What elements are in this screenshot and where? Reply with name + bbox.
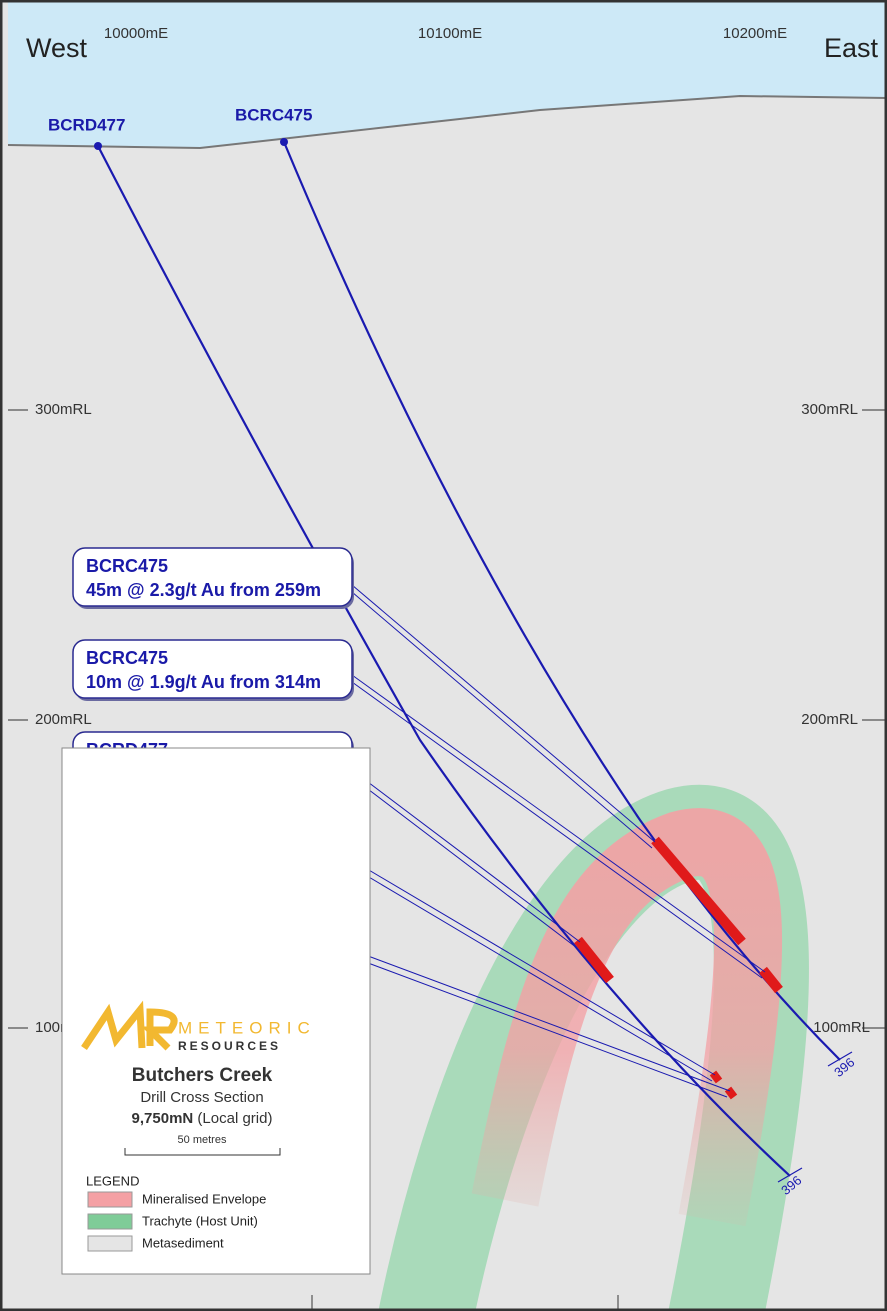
swatch	[88, 1214, 132, 1229]
rl-label: 200mRL	[801, 711, 858, 728]
easting-label: 10100mE	[418, 25, 482, 42]
grid-bold: 9,750mN	[132, 1110, 194, 1127]
brand-top: METEORIC	[178, 1018, 316, 1037]
legend-item: Mineralised Envelope	[142, 1191, 266, 1206]
hole-name: BCRD477	[48, 115, 125, 134]
scale-label: 50 metres	[178, 1134, 227, 1146]
collar	[280, 138, 288, 146]
easting-label: 10000mE	[104, 25, 168, 42]
swatch	[88, 1236, 132, 1251]
callout-text: 45m @ 2.3g/t Au from 259m	[86, 580, 321, 600]
collar	[94, 142, 102, 150]
hole-name: BCRC475	[235, 105, 312, 124]
legend-item: Metasediment	[142, 1235, 224, 1250]
grid-line-text: 9,750mN (Local grid)	[132, 1110, 273, 1127]
grid-rest: (Local grid)	[197, 1110, 272, 1127]
west-label: West	[26, 33, 88, 63]
callout-text: 10m @ 1.9g/t Au from 314m	[86, 672, 321, 692]
callout-hole: BCRC475	[86, 556, 168, 576]
rl-label: 200mRL	[35, 711, 92, 728]
box-subtitle: Drill Cross Section	[140, 1089, 263, 1106]
callout-hole: BCRC475	[86, 648, 168, 668]
cross-section: 300mRL 200mRL 100mRL 300mRL 200mRL 100mR…	[0, 0, 887, 1311]
legend-item: Trachyte (Host Unit)	[142, 1213, 258, 1228]
rl-label: 300mRL	[35, 401, 92, 418]
brand-bottom: RESOURCES	[178, 1039, 281, 1053]
swatch	[88, 1192, 132, 1207]
easting-label: 10200mE	[723, 25, 787, 42]
rl-label: 300mRL	[801, 401, 858, 418]
legend-title: LEGEND	[86, 1173, 139, 1188]
rl-label: 100mRL	[813, 1019, 870, 1036]
box-title: Butchers Creek	[132, 1065, 273, 1086]
east-label: East	[824, 33, 879, 63]
